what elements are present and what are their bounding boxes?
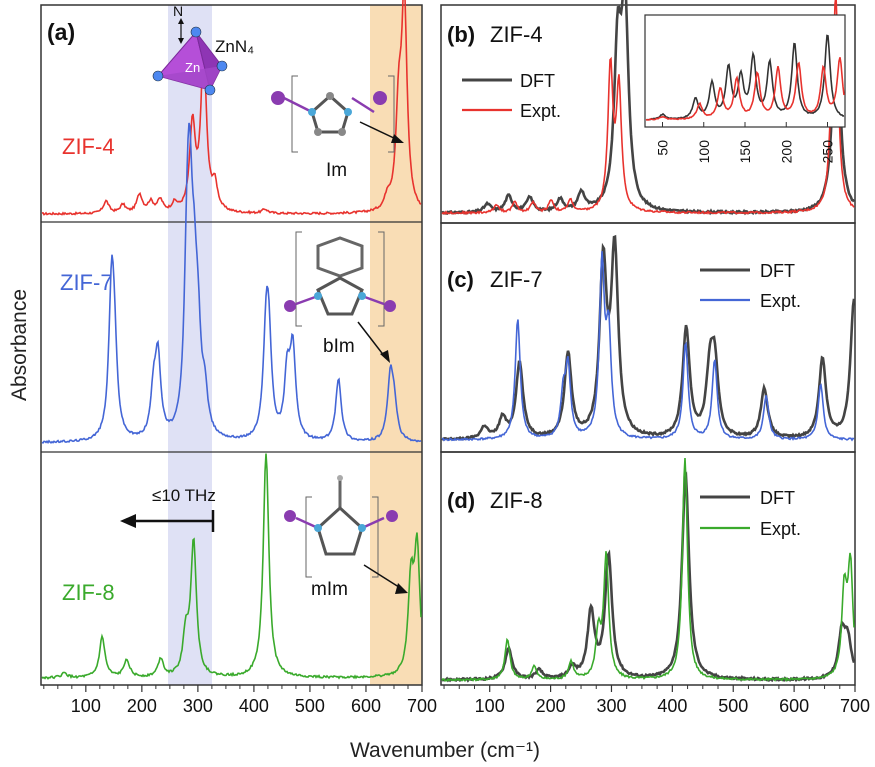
panel-a-tick-label-500: 500 (295, 696, 325, 716)
x-axis-label: Wavenumber (cm⁻¹) (350, 739, 540, 762)
znn4-tetrahedron: Zn N ZnN₄ (152, 3, 254, 96)
panel-d-tick-label-400: 400 (657, 696, 687, 716)
panel-d-tick-label-600: 600 (779, 696, 809, 716)
panel-c-legend-expt: Expt. (760, 291, 801, 311)
panel-a-spectra (41, 0, 422, 680)
y-axis-label: Absorbance (8, 289, 31, 401)
panel-a-tick-label-200: 200 (127, 696, 157, 716)
panel-a-label: (a) (47, 19, 75, 45)
panel-d-tick-label-500: 500 (718, 696, 748, 716)
panel-d-tick-label-700: 700 (840, 696, 870, 716)
panel-d-xticks: 100 200 300 400 500 600 700 (443, 685, 870, 716)
linker-band (370, 5, 422, 685)
thz-band (168, 5, 212, 685)
panel-b-expt-line (441, 0, 855, 216)
panel-d-tick-label-200: 200 (536, 696, 566, 716)
zn-center-label: Zn (185, 60, 200, 75)
panel-a-tick-label-400: 400 (239, 696, 269, 716)
mim-label: mIm (311, 579, 348, 600)
panel-d-legend-expt: Expt. (760, 519, 801, 539)
inset-tick-label-100: 100 (696, 140, 712, 164)
panel-d-spectra (441, 457, 856, 683)
inset-tick-label-50: 50 (655, 140, 671, 156)
panel-a-frame (40, 4, 423, 686)
spectrum-zif-4 (41, 0, 422, 216)
panel-d-expt-line (441, 457, 855, 683)
panel-b-inset-spectra (645, 34, 845, 121)
inset-tick-label-250: 250 (820, 140, 836, 164)
panel-b-legend-dft: DFT (520, 71, 555, 91)
inset-dft-line (645, 34, 845, 121)
panel-a-tick-label-700: 700 (407, 696, 437, 716)
znn4-label: ZnN₄ (215, 37, 254, 56)
inset-tick-label-200: 200 (778, 140, 794, 164)
panel-b-title: ZIF-4 (490, 22, 543, 47)
panel-d-tick-label-300: 300 (596, 696, 626, 716)
thz-label: ≤10 THz (152, 486, 216, 505)
inset-tick-label-150: 150 (737, 140, 753, 164)
spectrum-zif-7 (41, 122, 422, 445)
zif8-label: ZIF-8 (62, 580, 115, 605)
panel-d-title: ZIF-8 (490, 488, 543, 513)
n-atom-label: N (173, 3, 183, 19)
panel-a-tick-label-300: 300 (183, 696, 213, 716)
panel-c-spectra (441, 234, 856, 442)
thz-arrow: ≤10 THz (120, 486, 216, 532)
bim-linker: bIm (284, 231, 396, 363)
panel-c-title: ZIF-7 (490, 267, 543, 292)
bim-label: bIm (323, 336, 355, 357)
im-linker: Im (271, 75, 404, 181)
panel-c-legend: DFT Expt. (700, 261, 801, 311)
mim-linker: mIm (284, 475, 408, 600)
panel-b-spectra (441, 0, 856, 216)
panel-c-frame (440, 222, 856, 453)
panel-c-label: (c) (447, 267, 474, 292)
panel-d-tick-label-100: 100 (475, 696, 505, 716)
panel-b-legend: DFT Expt. (462, 71, 561, 121)
panel-a-tick-label-100: 100 (71, 696, 101, 716)
im-label: Im (326, 160, 347, 181)
panel-a-xticks: 100 200 300 400 500 600 700 (43, 685, 437, 716)
panel-b-label: (b) (447, 22, 475, 47)
zif4-label: ZIF-4 (62, 134, 115, 159)
panel-c-legend-dft: DFT (760, 261, 795, 281)
inset-expt-line (646, 57, 845, 121)
spectrum-zif-8 (41, 453, 422, 680)
panel-d-frame (440, 451, 856, 686)
panel-a-tick-label-600: 600 (351, 696, 381, 716)
panel-b-inset-ticks: 50 100 150 200 250 (655, 122, 836, 163)
panel-c-expt-line (441, 251, 855, 442)
panel-d-legend: DFT Expt. (700, 488, 801, 539)
zif7-label: ZIF-7 (60, 270, 113, 295)
panel-d-legend-dft: DFT (760, 488, 795, 508)
panel-b-legend-expt: Expt. (520, 101, 561, 121)
panel-d-label: (d) (447, 488, 475, 513)
panel-b-inset-frame (644, 14, 846, 128)
